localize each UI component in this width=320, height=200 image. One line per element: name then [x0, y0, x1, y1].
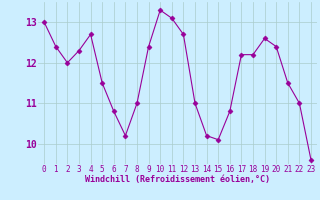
X-axis label: Windchill (Refroidissement éolien,°C): Windchill (Refroidissement éolien,°C)	[85, 175, 270, 184]
